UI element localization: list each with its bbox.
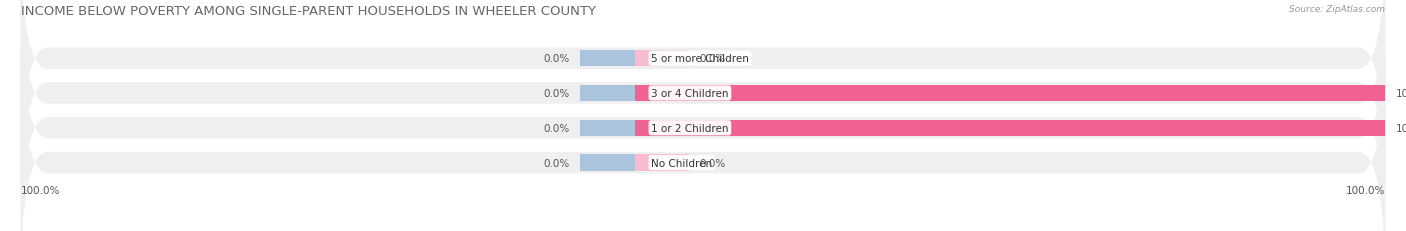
Text: 0.0%: 0.0% xyxy=(544,88,569,99)
FancyBboxPatch shape xyxy=(21,0,1385,187)
Text: 0.0%: 0.0% xyxy=(700,158,725,168)
Bar xyxy=(634,51,689,67)
Text: No Children: No Children xyxy=(651,158,713,168)
Bar xyxy=(634,155,689,171)
FancyBboxPatch shape xyxy=(21,35,1385,231)
Text: 100.0%: 100.0% xyxy=(1396,88,1406,99)
Text: 100.0%: 100.0% xyxy=(1396,123,1406,133)
Text: Source: ZipAtlas.com: Source: ZipAtlas.com xyxy=(1289,5,1385,14)
Bar xyxy=(634,120,1385,136)
Bar xyxy=(581,155,634,171)
Text: 0.0%: 0.0% xyxy=(700,54,725,64)
Bar xyxy=(581,120,634,136)
Text: 100.0%: 100.0% xyxy=(21,185,60,195)
FancyBboxPatch shape xyxy=(21,0,1385,231)
Text: INCOME BELOW POVERTY AMONG SINGLE-PARENT HOUSEHOLDS IN WHEELER COUNTY: INCOME BELOW POVERTY AMONG SINGLE-PARENT… xyxy=(21,5,596,18)
Legend: Single Father, Single Mother: Single Father, Single Mother xyxy=(605,229,801,231)
FancyBboxPatch shape xyxy=(21,0,1385,221)
Text: 100.0%: 100.0% xyxy=(1346,185,1385,195)
Text: 3 or 4 Children: 3 or 4 Children xyxy=(651,88,728,99)
Bar xyxy=(581,51,634,67)
Text: 1 or 2 Children: 1 or 2 Children xyxy=(651,123,728,133)
Text: 5 or more Children: 5 or more Children xyxy=(651,54,749,64)
Text: 0.0%: 0.0% xyxy=(544,123,569,133)
Text: 0.0%: 0.0% xyxy=(544,158,569,168)
Bar xyxy=(581,85,634,102)
Bar xyxy=(634,85,1385,102)
Text: 0.0%: 0.0% xyxy=(544,54,569,64)
